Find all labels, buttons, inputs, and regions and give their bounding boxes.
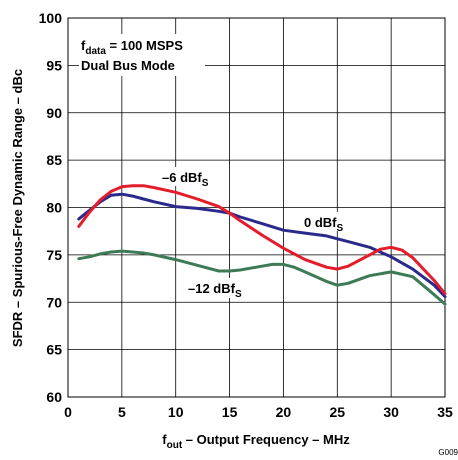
label-bg-minus12	[186, 278, 258, 298]
series-line-2	[77, 249, 447, 306]
x-tick-35: 35	[437, 404, 453, 420]
series-labels: –6 dBfS 0 dBfS –12 dBfS	[160, 167, 361, 300]
series-label-minus-6-dbfs: –6 dBfS	[162, 170, 209, 189]
y-tick-95: 95	[46, 57, 62, 73]
x-axis-label: fout – Output Frequency – MHz	[162, 432, 350, 451]
annotation-line-1: fdata = 100 MSPS	[81, 38, 183, 57]
y-tick-70: 70	[46, 294, 62, 310]
x-tick-30: 30	[383, 404, 399, 420]
series-line-1	[77, 184, 447, 296]
x-tick-15: 15	[222, 404, 238, 420]
x-tick-10: 10	[168, 404, 184, 420]
x-tick-25: 25	[329, 404, 345, 420]
x-tick-labels: 0 5 10 15 20 25 30 35	[64, 404, 453, 420]
x-tick-0: 0	[64, 404, 72, 420]
y-tick-100: 100	[39, 10, 63, 26]
series-label-0-dbfs: 0 dBfS	[304, 215, 344, 234]
x-tick-5: 5	[118, 404, 126, 420]
y-tick-85: 85	[46, 152, 62, 168]
y-tick-60: 60	[46, 389, 62, 405]
y-tick-labels: 60 65 70 75 80 85 90 95 100	[39, 10, 63, 405]
y-tick-90: 90	[46, 105, 62, 121]
data-series-group	[77, 184, 447, 306]
label-bg-minus6	[160, 167, 222, 186]
y-tick-75: 75	[46, 247, 62, 263]
label-bg-0	[301, 212, 361, 231]
x-tick-20: 20	[276, 404, 292, 420]
y-axis-label: SFDR – Spurious-Free Dynamic Range – dBc	[10, 69, 25, 347]
annotation-box	[79, 34, 205, 76]
series-line-0	[77, 192, 447, 299]
y-tick-65: 65	[46, 342, 62, 358]
series-label-minus-12-dbfs: –12 dBfS	[188, 281, 242, 300]
y-tick-80: 80	[46, 200, 62, 216]
annotation-line-2: Dual Bus Mode	[81, 58, 175, 73]
figure-id: G009	[438, 448, 458, 457]
